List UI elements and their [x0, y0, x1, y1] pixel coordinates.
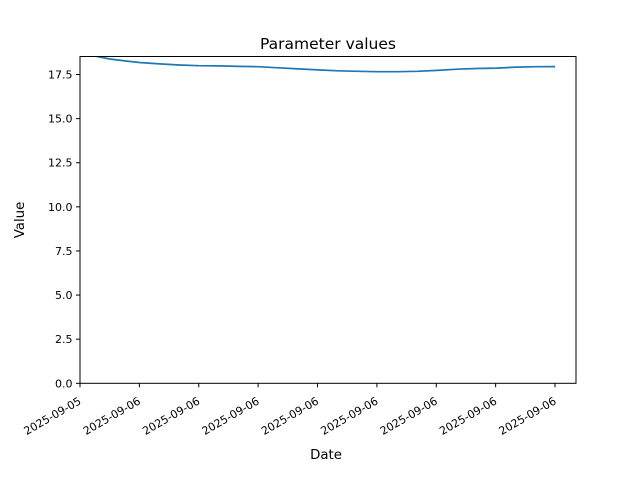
y-tick-label: 7.5: [55, 245, 73, 258]
x-tick-label: 2025-09-05: [22, 395, 84, 438]
x-tick-label: 2025-09-06: [259, 395, 321, 438]
y-tick-label: 0.0: [55, 377, 73, 390]
x-tick-label: 2025-09-06: [140, 395, 202, 438]
y-tick-label: 2.5: [55, 333, 73, 346]
x-axis-label: Date: [310, 448, 342, 463]
plot-area: 0.02.55.07.510.012.515.017.52025-09-0520…: [22, 56, 577, 438]
x-tick-label: 2025-09-06: [378, 395, 440, 438]
x-tick-label: 2025-09-06: [319, 395, 381, 438]
y-tick-label: 12.5: [48, 157, 73, 170]
y-tick-label: 5.0: [55, 289, 73, 302]
data-line: [93, 56, 556, 73]
x-tick-label: 2025-09-06: [81, 395, 143, 438]
x-tick-label: 2025-09-06: [200, 395, 262, 438]
axes-border: [79, 56, 577, 384]
chart-title: Parameter values: [260, 35, 396, 53]
y-tick-label: 17.5: [48, 68, 73, 81]
x-tick-label: 2025-09-06: [437, 395, 499, 438]
y-axis-label: Value: [13, 202, 28, 239]
y-tick-label: 15.0: [48, 113, 73, 126]
x-tick-label: 2025-09-06: [497, 395, 559, 438]
y-tick-label: 10.0: [48, 201, 73, 214]
